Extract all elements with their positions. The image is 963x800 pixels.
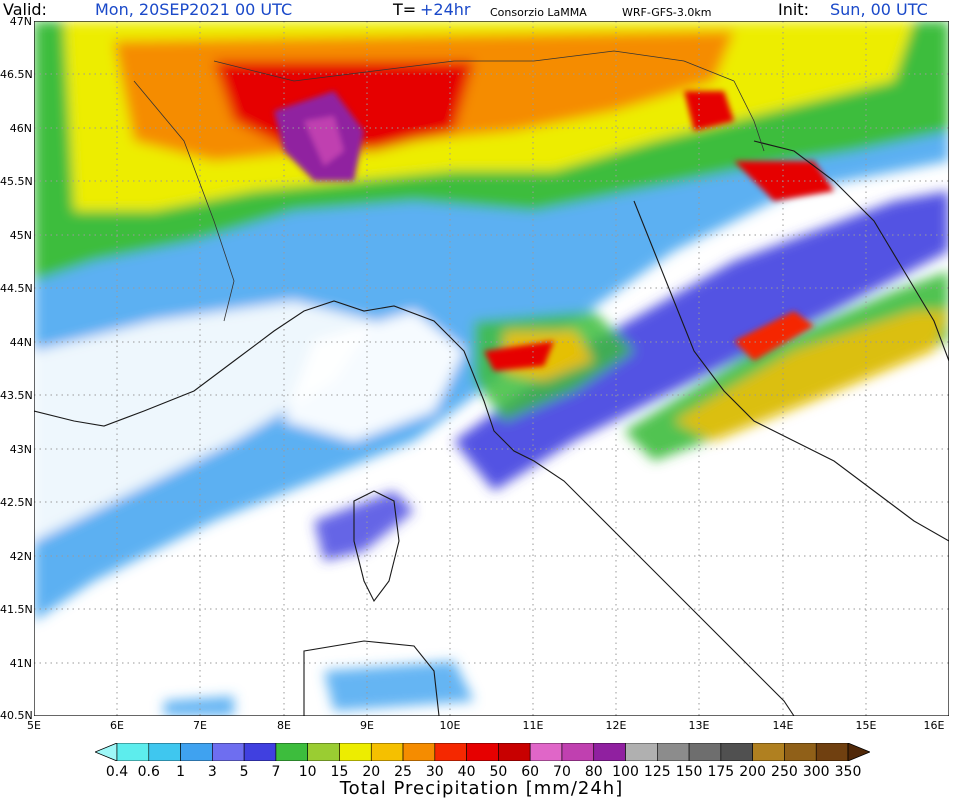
lat-lon-grid xyxy=(34,21,949,716)
colorbar-swatch xyxy=(625,743,658,761)
valid-label: Valid: xyxy=(3,0,47,19)
init-label: Init: xyxy=(778,0,809,19)
colorbar-swatch xyxy=(212,743,245,761)
lon-label: 13E xyxy=(688,719,710,732)
colorbar xyxy=(95,743,870,761)
colorbar-swatch xyxy=(593,743,626,761)
colorbar-level-label: 10 xyxy=(298,764,317,780)
forecast-step-label: T= xyxy=(393,0,417,19)
lat-label: 41N xyxy=(9,657,32,670)
colorbar-arrow-low xyxy=(95,743,118,761)
colorbar-title: Total Precipitation [mm/24h] xyxy=(339,778,624,799)
lon-label: 9E xyxy=(360,719,374,732)
colorbar-swatch xyxy=(116,743,150,761)
colorbar-level-label: 25 xyxy=(394,764,412,780)
colorbar-level-label: 40 xyxy=(457,764,476,780)
colorbar-level-label: 5 xyxy=(239,764,249,780)
colorbar-level-label: 175 xyxy=(707,764,735,780)
valid-time: Mon, 20SEP2021 00 UTC xyxy=(95,0,293,19)
colorbar-level-label: 150 xyxy=(675,764,703,780)
colorbar-swatch xyxy=(243,743,277,761)
colorbar-swatch xyxy=(180,743,213,761)
colorbar-swatch xyxy=(688,743,722,761)
colorbar-swatch xyxy=(434,743,467,761)
colorbar-level-label: 350 xyxy=(834,764,862,780)
lon-label: 7E xyxy=(193,719,207,732)
lat-label: 47N xyxy=(9,15,32,28)
precipitation-field xyxy=(34,21,949,716)
colorbar-swatch xyxy=(275,743,308,761)
lon-label: 11E xyxy=(522,719,544,732)
lon-label: 5E xyxy=(27,719,41,732)
organization-label: Consorzio LaMMA xyxy=(490,6,587,19)
colorbar-arrow-high xyxy=(847,743,870,761)
model-label: WRF-GFS-3.0km xyxy=(622,6,712,19)
colorbar-swatch xyxy=(529,743,563,761)
lat-label: 43N xyxy=(9,443,32,456)
lat-label: 41.5N xyxy=(0,603,33,616)
lat-label: 46.5N xyxy=(0,68,33,81)
lat-label: 43.5N xyxy=(0,389,33,402)
precipitation-peaks xyxy=(274,91,834,371)
colorbar-level-label: 250 xyxy=(771,764,798,780)
colorbar-level-label: 0.6 xyxy=(137,764,160,780)
colorbar-level-label: 200 xyxy=(739,764,767,780)
lat-label: 45.5N xyxy=(0,175,33,188)
colorbar-level-label: 3 xyxy=(207,764,217,780)
lat-label: 45N xyxy=(9,229,32,242)
lon-label: 15E xyxy=(855,719,877,732)
colorbar-level-label: 125 xyxy=(643,764,671,780)
colorbar-swatch xyxy=(752,743,785,761)
lon-label: 12E xyxy=(605,719,627,732)
colorbar-level-label: 300 xyxy=(802,764,830,780)
colorbar-swatch xyxy=(402,743,436,761)
lon-label: 10E xyxy=(439,719,461,732)
colorbar-level-label: 70 xyxy=(553,764,571,780)
lat-label: 44N xyxy=(9,336,32,349)
colorbar-level-label: 50 xyxy=(489,764,508,780)
precipitation-map xyxy=(34,21,949,716)
lat-label: 40.5N xyxy=(0,709,33,722)
colorbar-level-label: 1 xyxy=(176,764,186,780)
lat-label: 46N xyxy=(9,122,32,135)
lat-label: 44.5N xyxy=(0,282,33,295)
coastlines xyxy=(34,140,949,716)
colorbar-swatch xyxy=(498,743,531,761)
colorbar-level-label: 60 xyxy=(521,764,540,780)
colorbar-level-label: 0.4 xyxy=(105,764,129,780)
colorbar-swatch xyxy=(466,743,499,761)
init-time: Sun, 00 UTC xyxy=(830,0,928,19)
colorbar-swatch xyxy=(148,743,181,761)
colorbar-swatch xyxy=(720,743,753,761)
colorbar-level-label: 80 xyxy=(584,764,603,780)
colorbar-level-label: 15 xyxy=(330,764,349,780)
colorbar-swatch xyxy=(815,743,849,761)
country-borders xyxy=(133,50,765,322)
lat-label: 42.5N xyxy=(0,496,33,509)
colorbar-level-label: 30 xyxy=(425,764,444,780)
map-header: Valid: Mon, 20SEP2021 00 UTC T= +24hr Co… xyxy=(0,0,963,20)
lon-label: 6E xyxy=(110,719,124,732)
lat-label: 42N xyxy=(9,550,32,563)
colorbar-level-label: 100 xyxy=(612,764,639,780)
lon-label: 8E xyxy=(277,719,291,732)
colorbar-swatch xyxy=(339,743,372,761)
lon-label: 16E xyxy=(923,719,945,732)
colorbar-swatch xyxy=(561,743,595,761)
lon-label: 14E xyxy=(772,719,794,732)
colorbar-level-label: 7 xyxy=(271,764,281,780)
colorbar-swatch xyxy=(657,743,690,761)
colorbar-swatch xyxy=(370,743,404,761)
colorbar-swatch xyxy=(784,743,817,761)
colorbar-level-label: 20 xyxy=(362,764,381,780)
colorbar-swatch xyxy=(307,743,340,761)
forecast-step-value: +24hr xyxy=(420,0,471,19)
